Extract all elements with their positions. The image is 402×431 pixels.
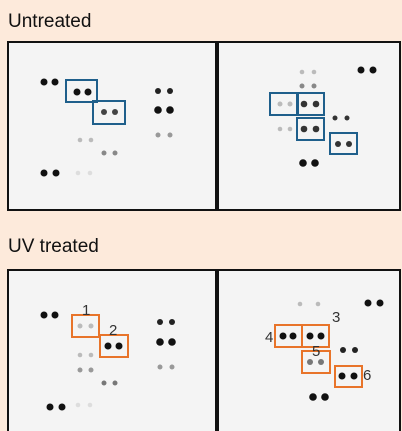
spot [352, 347, 358, 353]
spot [88, 171, 93, 176]
spot [351, 373, 358, 380]
spot [47, 404, 54, 411]
spot [59, 404, 66, 411]
spot [102, 151, 107, 156]
spot [170, 365, 175, 370]
spot [102, 381, 107, 386]
spot [89, 353, 94, 358]
spot [41, 79, 48, 86]
spot [78, 353, 83, 358]
spot [313, 126, 320, 133]
spot [358, 67, 365, 74]
spot [52, 79, 59, 86]
spot [339, 373, 346, 380]
spot [74, 89, 81, 96]
spot [76, 171, 81, 176]
spot [53, 170, 60, 177]
spot [299, 159, 307, 167]
spot [309, 393, 317, 401]
spot [312, 84, 317, 89]
spot [321, 393, 329, 401]
spot [316, 302, 321, 307]
spot [278, 127, 283, 132]
spot [157, 319, 163, 325]
spot [89, 138, 94, 143]
spot [78, 324, 83, 329]
spot [300, 70, 305, 75]
blot-panel [8, 42, 216, 210]
spot [76, 403, 81, 408]
spot [112, 109, 118, 115]
spot [377, 300, 384, 307]
spot [89, 324, 94, 329]
spot [301, 126, 308, 133]
spot [105, 343, 112, 350]
spot [300, 84, 305, 89]
spot [154, 106, 162, 114]
spot [155, 88, 161, 94]
spot [156, 338, 164, 346]
spot [113, 381, 118, 386]
spot [167, 88, 173, 94]
spot-label: 3 [332, 309, 340, 326]
spot [89, 368, 94, 373]
spot [156, 133, 161, 138]
spot [41, 170, 48, 177]
spot [290, 333, 297, 340]
figure: Untreated UV treated 1 2 3 4 5 6 [0, 0, 402, 431]
spot [85, 89, 92, 96]
spot-label: 4 [265, 329, 273, 346]
spot [88, 403, 93, 408]
page: Untreated UV treated 1 2 3 4 5 6 (() => … [0, 0, 402, 431]
spot [346, 141, 352, 147]
spot [158, 365, 163, 370]
spot [298, 302, 303, 307]
spot [365, 300, 372, 307]
spot [169, 319, 175, 325]
spot [168, 338, 176, 346]
spot [101, 109, 107, 115]
spot [116, 343, 123, 350]
spot [52, 312, 59, 319]
spot [278, 102, 283, 107]
spot [113, 151, 118, 156]
spot [301, 101, 308, 108]
spot [280, 333, 287, 340]
spot-label: 5 [312, 343, 320, 360]
spot [166, 106, 174, 114]
spot [335, 141, 341, 147]
spot [78, 368, 83, 373]
spot [370, 67, 377, 74]
spot [340, 347, 346, 353]
spot [41, 312, 48, 319]
spot [313, 101, 320, 108]
spot [345, 116, 350, 121]
spot-label: 6 [363, 367, 371, 384]
section-title: UV treated [8, 236, 99, 257]
spot [168, 133, 173, 138]
spot [307, 333, 314, 340]
spot [312, 70, 317, 75]
spot [311, 159, 319, 167]
spot [78, 138, 83, 143]
spot-label: 2 [109, 322, 117, 339]
spot [288, 102, 293, 107]
spot [333, 116, 338, 121]
blot-panel [8, 270, 216, 431]
spot-label: 1 [82, 302, 90, 319]
spot [288, 127, 293, 132]
spot [318, 333, 325, 340]
section-title: Untreated [8, 11, 91, 32]
